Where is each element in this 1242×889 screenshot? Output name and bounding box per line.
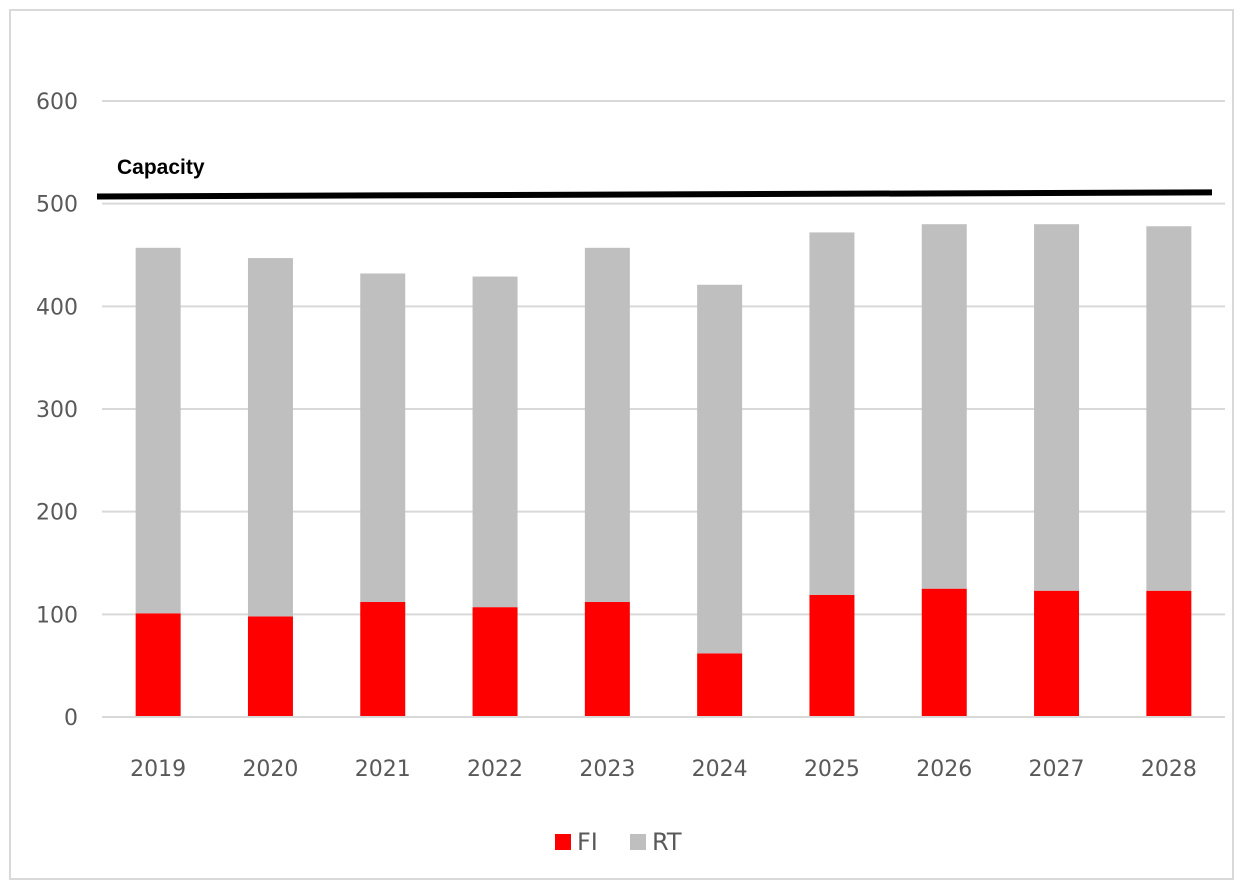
bar-rt-2022 [472,276,518,608]
bar-rt-2020 [247,258,293,617]
bar-rt-2025 [809,232,855,595]
bar-fi-2019 [135,613,181,717]
y-tick-label: 100 [36,603,78,628]
x-tick-label: 2026 [916,757,972,782]
y-tick-label: 600 [36,90,78,115]
capacity-annotation: Capacity [96,156,1213,200]
legend-label-fi: FI [577,828,598,856]
capacity-line [96,189,1213,200]
legend: FI RT [555,828,682,856]
bar-fi-2026 [921,588,967,717]
bar-rt-2021 [360,273,406,603]
bar-rt-2019 [135,247,181,614]
y-tick-label: 200 [36,501,78,526]
bar-rt-2024 [697,284,743,654]
bar-fi-2027 [1034,590,1080,717]
x-tick-label: 2025 [804,757,860,782]
x-tick-label: 2021 [355,757,411,782]
x-tick-label: 2022 [467,757,523,782]
x-tick-label: 2028 [1141,757,1197,782]
y-tick-label: 500 [36,193,78,218]
x-tick-label: 2024 [692,757,748,782]
bar-rt-2028 [1146,226,1192,591]
bar-fi-2025 [809,594,855,717]
bar-fi-2021 [360,602,406,717]
x-tick-label: 2020 [242,757,298,782]
y-tick-label: 300 [36,398,78,423]
x-axis-ticks: 2019 2020 2021 2022 2023 2024 2025 2026 2027 2028 [130,757,1197,782]
bar-fi-2020 [247,616,293,717]
bar-fi-2022 [472,607,518,717]
bar-rt-2027 [1034,224,1080,591]
x-tick-label: 2019 [130,757,186,782]
x-tick-label: 2023 [579,757,635,782]
x-tick-label: 2027 [1029,757,1085,782]
bar-rt-2026 [921,224,967,589]
y-tick-label: 0 [64,706,78,731]
y-tick-label: 400 [36,295,78,320]
legend-swatch-rt [630,834,646,850]
legend-label-rt: RT [652,828,682,856]
bars [135,224,1192,717]
capacity-label: Capacity [117,156,205,179]
bar-rt-2023 [584,247,630,603]
bar-fi-2023 [584,602,630,717]
y-axis-ticks: 0 100 200 300 400 500 600 [36,90,78,731]
legend-swatch-fi [555,834,571,850]
bar-fi-2024 [697,653,743,717]
bar-fi-2028 [1146,590,1192,717]
